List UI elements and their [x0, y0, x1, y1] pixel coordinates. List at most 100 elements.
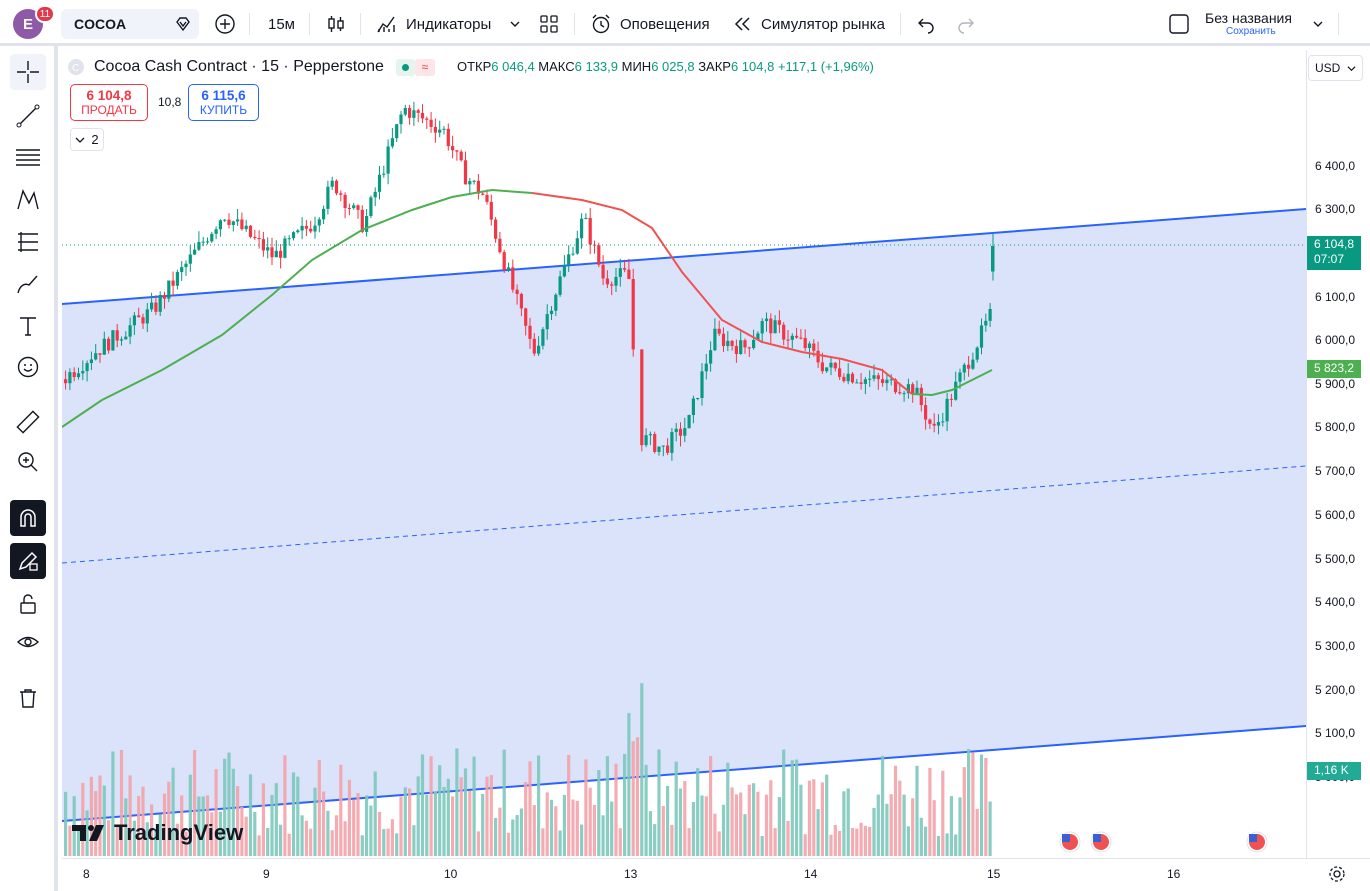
- interval-button[interactable]: 15м: [268, 9, 295, 39]
- volume-bar: [567, 754, 571, 856]
- trendline-tool[interactable]: [10, 98, 46, 134]
- plus-circle-icon: [215, 14, 235, 34]
- volume-bar: [102, 785, 106, 856]
- volume-bar: [502, 749, 506, 856]
- time-tick: 8: [83, 867, 90, 881]
- volume-bar: [906, 826, 910, 856]
- svg-text:C: C: [72, 63, 79, 74]
- chart-title[interactable]: Cocoa Cash Contract · 15 · Pepperstone: [94, 58, 384, 75]
- fib-tool[interactable]: [10, 224, 46, 260]
- alerts-button[interactable]: Оповещения: [590, 9, 710, 39]
- undo-button[interactable]: [916, 9, 936, 39]
- price-scale[interactable]: 6 400,06 300,06 200,06 100,06 000,05 900…: [1306, 50, 1370, 872]
- candle-body: [197, 242, 201, 250]
- time-scale[interactable]: 8 9 10 13 14 15 16: [62, 858, 1370, 891]
- candle-body: [786, 339, 790, 341]
- settings-gear-icon[interactable]: [1328, 865, 1346, 883]
- templates-button[interactable]: [539, 9, 559, 39]
- candle-body: [373, 191, 377, 198]
- volume-bar: [309, 828, 313, 856]
- layout-button[interactable]: [1168, 9, 1190, 39]
- candle-body: [657, 446, 661, 452]
- layout-dropdown[interactable]: [1312, 9, 1324, 39]
- candle-body: [648, 434, 652, 436]
- volume-bar: [799, 784, 803, 856]
- diamond-icon[interactable]: [174, 15, 192, 33]
- chart-legend: C Cocoa Cash Contract · 15 · Pepperstone…: [67, 56, 435, 78]
- volume-bar: [915, 765, 919, 856]
- volume-bar: [580, 824, 584, 856]
- change-value: +117,1 (+1,96%): [777, 59, 874, 74]
- volume-bar: [455, 748, 459, 856]
- save-link[interactable]: Сохранить: [1226, 26, 1276, 37]
- symbol-label: COCOA: [74, 16, 127, 32]
- currency-select[interactable]: USD: [1308, 55, 1363, 81]
- candle-body: [597, 245, 601, 265]
- volume-bar: [855, 828, 859, 856]
- replay-button[interactable]: Симулятор рынка: [733, 9, 885, 39]
- volume-bar: [588, 787, 592, 856]
- volume-bar: [562, 794, 566, 856]
- indicators-button[interactable]: Индикаторы: [376, 9, 491, 39]
- volume-bar: [876, 794, 880, 856]
- volume-bar: [893, 765, 898, 856]
- layout-name[interactable]: Без названия: [1205, 10, 1292, 26]
- visibility-tool[interactable]: [10, 624, 46, 660]
- volume-bar: [287, 833, 291, 856]
- volume-bar: [210, 812, 214, 856]
- price-chart[interactable]: [62, 50, 1306, 858]
- pencil-lock-icon: [18, 551, 38, 571]
- zoom-tool[interactable]: [10, 444, 46, 480]
- chart-type-button[interactable]: [326, 9, 346, 39]
- volume-bar: [730, 787, 734, 856]
- moving-average-down-line: [531, 192, 913, 395]
- volume-bar: [653, 824, 657, 856]
- crosshair-tool[interactable]: [10, 54, 46, 90]
- volume-bar: [807, 780, 812, 856]
- candle-body: [107, 338, 111, 351]
- candle-body: [777, 320, 781, 325]
- volume-bar: [988, 801, 992, 856]
- candle-body: [210, 233, 214, 242]
- channel-tool[interactable]: [10, 139, 46, 175]
- candle-body: [541, 329, 545, 346]
- pattern-tool[interactable]: [10, 182, 46, 218]
- time-tick: 15: [987, 867, 1001, 881]
- buy-button[interactable]: 6 115,6 КУПИТЬ: [188, 84, 259, 121]
- chart-pane[interactable]: [62, 50, 1306, 858]
- drawing-mode-tool[interactable]: [10, 543, 46, 579]
- lock-tool[interactable]: [10, 586, 46, 622]
- candle-body: [683, 428, 687, 436]
- candle-body: [562, 265, 566, 277]
- candle-body: [859, 382, 863, 384]
- volume-bar: [343, 821, 347, 856]
- market-status-icon: [395, 58, 415, 76]
- volume-bar: [154, 828, 158, 856]
- indicators-toggle[interactable]: 2: [70, 128, 104, 151]
- volume-bar: [640, 683, 644, 856]
- volume-bar: [605, 756, 609, 856]
- brush-tool[interactable]: [10, 266, 46, 302]
- redo-button[interactable]: [956, 9, 976, 39]
- last-price-label: 6 104,8 07:07: [1307, 236, 1361, 270]
- compare-button[interactable]: [214, 9, 236, 39]
- delete-tool[interactable]: [10, 680, 46, 716]
- candle-body: [971, 359, 975, 369]
- volume-bar: [575, 800, 579, 856]
- measure-tool[interactable]: [10, 404, 46, 440]
- sell-button[interactable]: 6 104,8 ПРОДАТЬ: [70, 84, 148, 121]
- candle-body: [756, 333, 760, 340]
- symbol-search[interactable]: COCOA: [61, 9, 199, 39]
- magnet-tool[interactable]: [10, 500, 46, 536]
- text-tool[interactable]: [10, 308, 46, 344]
- indicators-dropdown[interactable]: [509, 9, 521, 39]
- candle-body: [902, 393, 906, 395]
- volume-bar: [678, 788, 683, 856]
- tradingview-logo[interactable]: TradingView: [72, 820, 243, 846]
- emoji-tool[interactable]: [10, 349, 46, 385]
- volume-bar: [382, 829, 386, 856]
- candle-body: [846, 373, 850, 382]
- moving-average-up-line: [911, 369, 993, 397]
- candle-body: [876, 375, 880, 380]
- pattern-icon: [17, 189, 39, 210]
